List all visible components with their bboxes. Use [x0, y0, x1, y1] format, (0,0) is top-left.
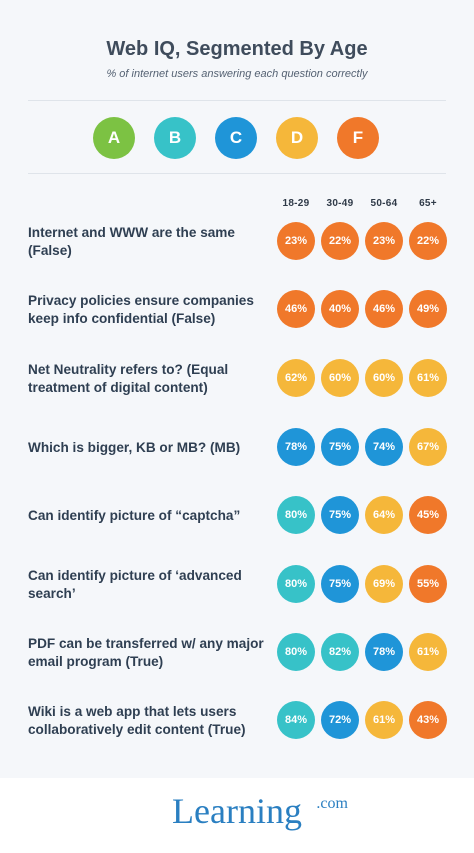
question-label: Which is bigger, KB or MB? (MB) — [28, 440, 241, 455]
score-bubble: 22% — [409, 222, 447, 260]
divider-bottom — [28, 173, 446, 174]
score-bubble: 64% — [365, 496, 403, 534]
score-bubble: 67% — [409, 428, 447, 466]
infographic-card: Web IQ, Segmented By Age % of internet u… — [28, 38, 447, 739]
chart-title: Web IQ, Segmented By Age — [106, 38, 368, 60]
score-bubble: 61% — [409, 633, 447, 671]
question-label: Can identify picture of “captcha” — [28, 508, 241, 523]
column-header-3: 65+ — [419, 198, 437, 209]
question-label: Internet and WWW are the same (False) — [28, 225, 235, 258]
column-header-2: 50-64 — [370, 198, 398, 209]
score-bubble: 45% — [409, 496, 447, 534]
score-bubble: 43% — [409, 701, 447, 739]
score-bubble: 74% — [365, 428, 403, 466]
score-bubble: 46% — [277, 290, 315, 328]
question-label: Net Neutrality refers to? (Equal treatme… — [28, 362, 229, 395]
learning-com-logo: Learning .com — [0, 790, 474, 832]
grade-d-badge: D — [276, 117, 318, 159]
chart-subtitle: % of internet users answering each quest… — [106, 68, 368, 80]
score-bubble: 72% — [321, 701, 359, 739]
score-bubble: 61% — [409, 359, 447, 397]
question-label: Wiki is a web app that lets users collab… — [28, 704, 246, 737]
logo-suffix: .com — [316, 795, 348, 812]
grade-b-badge: B — [154, 117, 196, 159]
score-bubble: 82% — [321, 633, 359, 671]
score-bubble: 78% — [277, 428, 315, 466]
score-bubble: 60% — [321, 359, 359, 397]
score-bubble: 61% — [365, 701, 403, 739]
score-bubble: 78% — [365, 633, 403, 671]
column-header-0: 18-29 — [282, 198, 310, 209]
score-bubble: 69% — [365, 565, 403, 603]
grade-f-badge: F — [337, 117, 379, 159]
column-header-1: 30-49 — [326, 198, 354, 209]
score-bubble: 22% — [321, 222, 359, 260]
divider-top — [28, 100, 446, 101]
score-bubble: 23% — [277, 222, 315, 260]
score-bubble: 46% — [365, 290, 403, 328]
score-bubble: 75% — [321, 496, 359, 534]
score-bubble: 80% — [277, 565, 315, 603]
score-bubble: 84% — [277, 701, 315, 739]
score-bubble: 62% — [277, 359, 315, 397]
question-label: PDF can be transferred w/ any major emai… — [28, 636, 264, 669]
score-bubble: 75% — [321, 565, 359, 603]
score-bubble: 23% — [365, 222, 403, 260]
question-label: Can identify picture of ‘advanced search… — [28, 568, 242, 601]
grade-a-badge: A — [93, 117, 135, 159]
grade-c-badge: C — [215, 117, 257, 159]
score-bubble: 75% — [321, 428, 359, 466]
score-bubble: 55% — [409, 565, 447, 603]
score-bubble: 40% — [321, 290, 359, 328]
logo-word: Learning .com — [172, 791, 348, 831]
score-bubble: 80% — [277, 496, 315, 534]
score-bubble: 49% — [409, 290, 447, 328]
question-label: Privacy policies ensure companies keep i… — [28, 293, 254, 326]
score-bubble: 60% — [365, 359, 403, 397]
score-bubble: 80% — [277, 633, 315, 671]
